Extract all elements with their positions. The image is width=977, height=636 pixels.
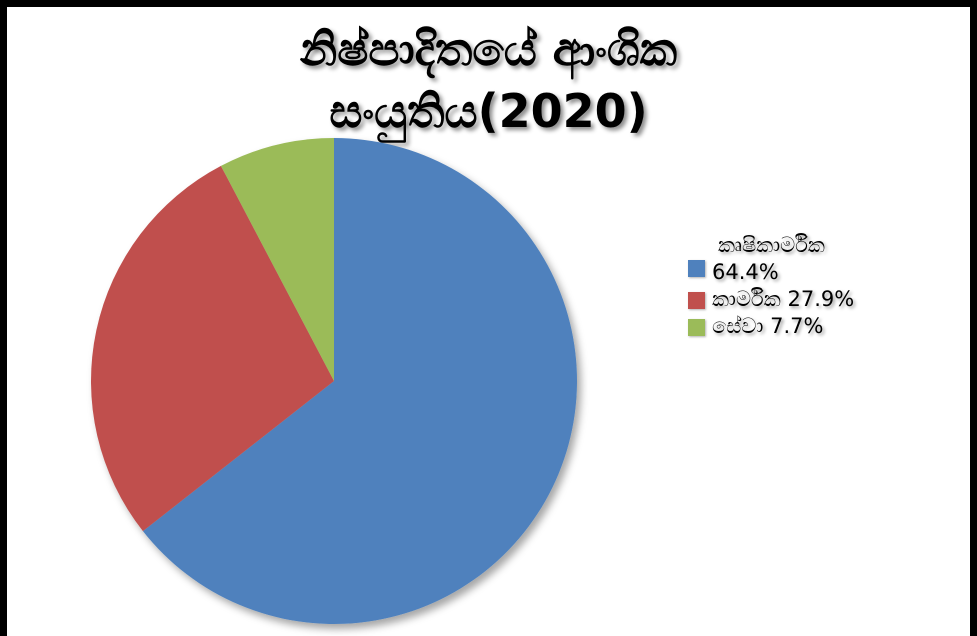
- legend-swatch-industry: [688, 292, 705, 309]
- legend-item-services: සේවා 7.7%: [688, 313, 938, 340]
- legend-label-industry: කාර්මික: [712, 287, 781, 311]
- chart-title: නිෂ්පාදිතයේ ආංශික සංයුතිය(2020): [0, 18, 977, 142]
- legend-value-services: 7.7%: [770, 314, 824, 338]
- pie-slice-agriculture: [142, 138, 577, 624]
- legend-label-services: සේවා: [712, 314, 764, 338]
- legend-swatch-agriculture: [688, 260, 705, 277]
- chart-legend: කෘෂිකාර්මික 64.4% කාර්මික 27.9% සේවා 7.7…: [688, 232, 938, 340]
- chart-title-line-1: නිෂ්පාදිතයේ ආංශික: [299, 22, 678, 76]
- chart-title-line-2: සංයුතිය(2020): [329, 84, 648, 138]
- pie-slice-industry: [91, 165, 334, 532]
- pie-slice-services: [220, 138, 334, 381]
- legend-item-industry: කාර්මික 27.9%: [688, 286, 938, 313]
- legend-value-agriculture: 64.4%: [712, 260, 779, 284]
- pie-slices: [91, 138, 577, 624]
- legend-swatch-services: [688, 319, 705, 336]
- legend-value-industry: 27.9%: [787, 287, 855, 311]
- legend-item-agriculture: කෘෂිකාර්මික 64.4%: [688, 232, 938, 286]
- legend-label-agriculture: කෘෂිකාර්මික: [718, 233, 825, 257]
